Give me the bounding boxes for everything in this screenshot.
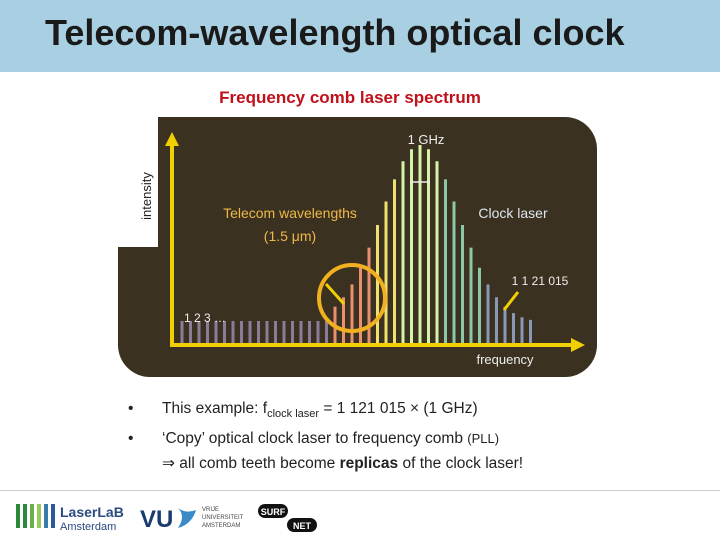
first-modes: 1 2 3 … (184, 311, 226, 325)
vu-logo: VU VRIJE UNIVERSITEIT AMSTERDAM (140, 506, 244, 533)
mode-arrow (502, 291, 520, 311)
divider (0, 490, 720, 491)
x-arrow (571, 338, 585, 352)
spacing-label: 1 GHz (408, 132, 445, 147)
laserlab-logo: LaserLaB Amsterdam (16, 504, 124, 533)
logo-text: VRIJE (202, 507, 219, 513)
telecom-label: Telecom wavelengths (223, 205, 357, 221)
logos: LaserLaB Amsterdam VU VRIJE UNIVERSITEIT… (16, 504, 317, 533)
logo-text: AMSTERDAM (202, 523, 240, 529)
circle-arrow (324, 282, 346, 306)
y-axis-label: intensity (139, 172, 154, 220)
figure-title: Frequency comb laser spectrum (219, 88, 481, 107)
label-area (118, 117, 158, 247)
logo-text: LaserLaB (60, 504, 124, 520)
slide-title: Telecom-wavelength optical clock (45, 12, 625, 53)
logo-text: SURF (261, 507, 286, 517)
comb-teeth (180, 145, 532, 343)
logo-text: Amsterdam (60, 521, 116, 533)
y-arrow (165, 132, 179, 146)
subscript: clock laser (267, 408, 320, 421)
figure: Frequency comb laser spectrum intensity … (118, 88, 597, 377)
text: ⇒ all comb teeth become (162, 455, 336, 472)
text: ‘Copy’ optical clock laser to frequency … (162, 430, 463, 447)
text: This example: f (162, 400, 268, 417)
clock-label: Clock laser (478, 205, 548, 221)
spectrum-panel (118, 117, 597, 377)
text: = 1 121 015 × (1 GHz) (323, 400, 478, 417)
logo-text: VU (140, 506, 173, 533)
header: Telecom-wavelength optical clock (0, 0, 720, 72)
telecom-label: (1.5 μm) (264, 228, 316, 244)
text: (PLL) (467, 431, 500, 446)
logo-text: UNIVERSITEIT (202, 515, 244, 521)
logo-text: NET (293, 521, 312, 531)
x-axis-label: frequency (476, 352, 534, 367)
text: of the clock laser! (402, 455, 524, 472)
mode-number: 1 1 21 015 (512, 274, 569, 288)
surfnet-logo: SURF NET (258, 504, 317, 532)
text: replicas (339, 455, 399, 472)
highlight-circle (317, 263, 387, 333)
